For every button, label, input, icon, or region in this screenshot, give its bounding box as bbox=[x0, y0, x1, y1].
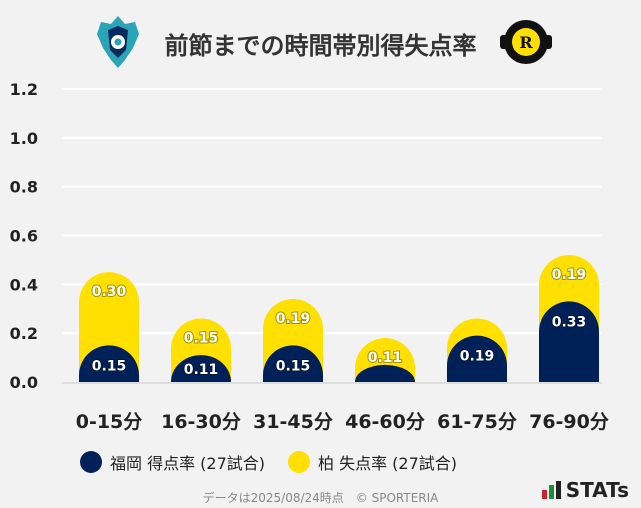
bar-fukuoka bbox=[79, 345, 139, 382]
data-label-fukuoka: 0.15 bbox=[92, 358, 127, 374]
y-tick-label: 0.2 bbox=[10, 324, 38, 343]
legend-item-kashiwa: 柏 失点率 (27試合) bbox=[288, 450, 457, 474]
legend-label: 柏 失点率 (27試合) bbox=[318, 454, 458, 473]
bar-fukuoka bbox=[539, 301, 599, 382]
y-tick-label: 0.0 bbox=[10, 373, 38, 392]
data-label-fukuoka: 0.11 bbox=[184, 362, 219, 378]
data-label-fukuoka: 0.33 bbox=[552, 314, 587, 330]
kashiwa-logo: R bbox=[500, 20, 552, 64]
bar-fukuoka bbox=[355, 364, 415, 382]
footer-note: データは2025/08/24時点 © SPORTERIA bbox=[202, 491, 439, 505]
fukuoka-logo bbox=[97, 16, 139, 68]
legend-label: 福岡 得点率 (27試合) bbox=[110, 454, 266, 473]
stats-logo-icon bbox=[541, 481, 561, 499]
bar-fukuoka bbox=[263, 345, 323, 382]
x-tick-label: 46-60分 bbox=[345, 411, 425, 433]
legend-item-fukuoka: 福岡 得点率 (27試合) bbox=[80, 450, 265, 474]
x-tick-label: 0-15分 bbox=[76, 411, 143, 433]
x-tick-label: 61-75分 bbox=[437, 411, 517, 433]
data-label-kashiwa: 0.11 bbox=[368, 350, 403, 366]
bar-fukuoka bbox=[171, 355, 232, 382]
stats-brand: STATs bbox=[541, 478, 629, 502]
y-tick-label: 0.4 bbox=[10, 275, 38, 294]
y-tick-label: 1.0 bbox=[10, 129, 38, 148]
data-label-kashiwa: 0.30 bbox=[92, 284, 127, 300]
data-label-kashiwa: 0.19 bbox=[276, 311, 311, 327]
data-label-fukuoka: 0.15 bbox=[276, 358, 311, 374]
x-tick-label: 16-30分 bbox=[161, 411, 241, 433]
x-tick-label: 31-45分 bbox=[253, 411, 333, 433]
data-label-kashiwa: 0.19 bbox=[552, 267, 587, 283]
legend-swatch bbox=[80, 451, 102, 473]
svg-text:R: R bbox=[519, 33, 533, 52]
y-tick-label: 0.8 bbox=[10, 178, 38, 197]
legend-swatch bbox=[288, 451, 310, 473]
y-tick-label: 1.2 bbox=[10, 80, 38, 99]
chart-title: 前節までの時間帯別得失点率 bbox=[164, 32, 477, 60]
data-label-kashiwa: 0.15 bbox=[184, 331, 219, 347]
x-tick-label: 76-90分 bbox=[529, 411, 609, 433]
data-label-fukuoka: 0.19 bbox=[460, 349, 495, 365]
bar-chart: 0.0 0.2 0.4 0.6 0.8 1.0 1.2 0.15 0.30 0-15分 0.11 0.… bbox=[10, 80, 609, 433]
y-tick-label: 0.6 bbox=[10, 227, 38, 246]
bar-fukuoka bbox=[447, 335, 507, 382]
